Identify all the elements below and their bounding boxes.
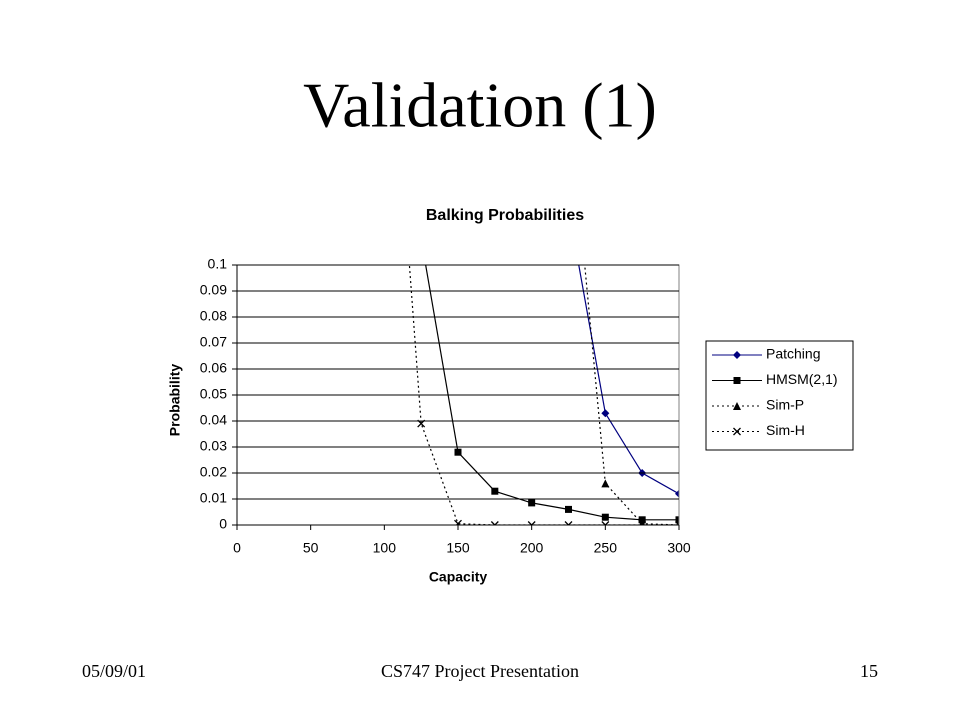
- marker: [601, 409, 610, 418]
- chart-title: Balking Probabilities: [426, 207, 584, 224]
- x-tick-label: 200: [520, 540, 544, 556]
- marker: [454, 519, 462, 525]
- y-tick-label: 0.04: [200, 412, 227, 428]
- x-axis-label: Capacity: [429, 569, 488, 585]
- y-tick-label: 0.06: [200, 360, 227, 376]
- x-tick-label: 300: [667, 540, 691, 556]
- marker: [601, 513, 609, 521]
- legend: [705, 340, 854, 451]
- marker: [527, 521, 536, 525]
- marker: [564, 521, 573, 525]
- legend-label: Patching: [766, 346, 820, 362]
- y-tick-label: 0.01: [200, 490, 227, 506]
- marker: [601, 521, 610, 525]
- footer-title: CS747 Project Presentation: [381, 661, 579, 681]
- series-line: [578, 265, 679, 495]
- legend-label: Sim-P: [766, 397, 804, 413]
- legend-label: HMSM(2,1): [766, 371, 838, 387]
- footer-page: 15: [860, 661, 878, 681]
- y-tick-label: 0.1: [208, 256, 228, 272]
- marker: [490, 521, 499, 525]
- marker: [733, 402, 741, 410]
- y-tick-label: 0.07: [200, 334, 227, 350]
- marker: [491, 487, 499, 495]
- x-tick-label: 150: [446, 540, 470, 556]
- marker: [638, 521, 647, 525]
- marker: [601, 479, 610, 488]
- series-line: [425, 265, 679, 521]
- y-axis-label: Probability: [167, 364, 183, 437]
- marker: [733, 377, 741, 384]
- marker: [733, 427, 741, 436]
- series-line: [584, 265, 679, 525]
- legend-label: Sim-H: [766, 422, 805, 438]
- y-tick-label: 0.03: [200, 438, 227, 454]
- footer-date: 05/09/01: [82, 661, 146, 681]
- x-tick-label: 50: [303, 540, 319, 556]
- y-tick-label: 0: [219, 516, 227, 532]
- y-tick-label: 0.02: [200, 464, 227, 480]
- marker: [528, 499, 536, 507]
- slide-title: Validation (1): [303, 70, 657, 141]
- x-tick-label: 0: [233, 540, 241, 556]
- marker: [565, 505, 572, 513]
- y-tick-label: 0.08: [200, 308, 227, 324]
- y-tick-label: 0.09: [200, 282, 227, 298]
- marker: [675, 489, 679, 498]
- marker: [675, 516, 679, 524]
- marker: [454, 448, 462, 456]
- y-tick-label: 0.05: [200, 386, 227, 402]
- x-tick-label: 100: [373, 540, 397, 556]
- marker: [733, 351, 741, 359]
- marker: [418, 236, 425, 243]
- x-tick-label: 250: [594, 540, 618, 556]
- marker: [675, 521, 679, 525]
